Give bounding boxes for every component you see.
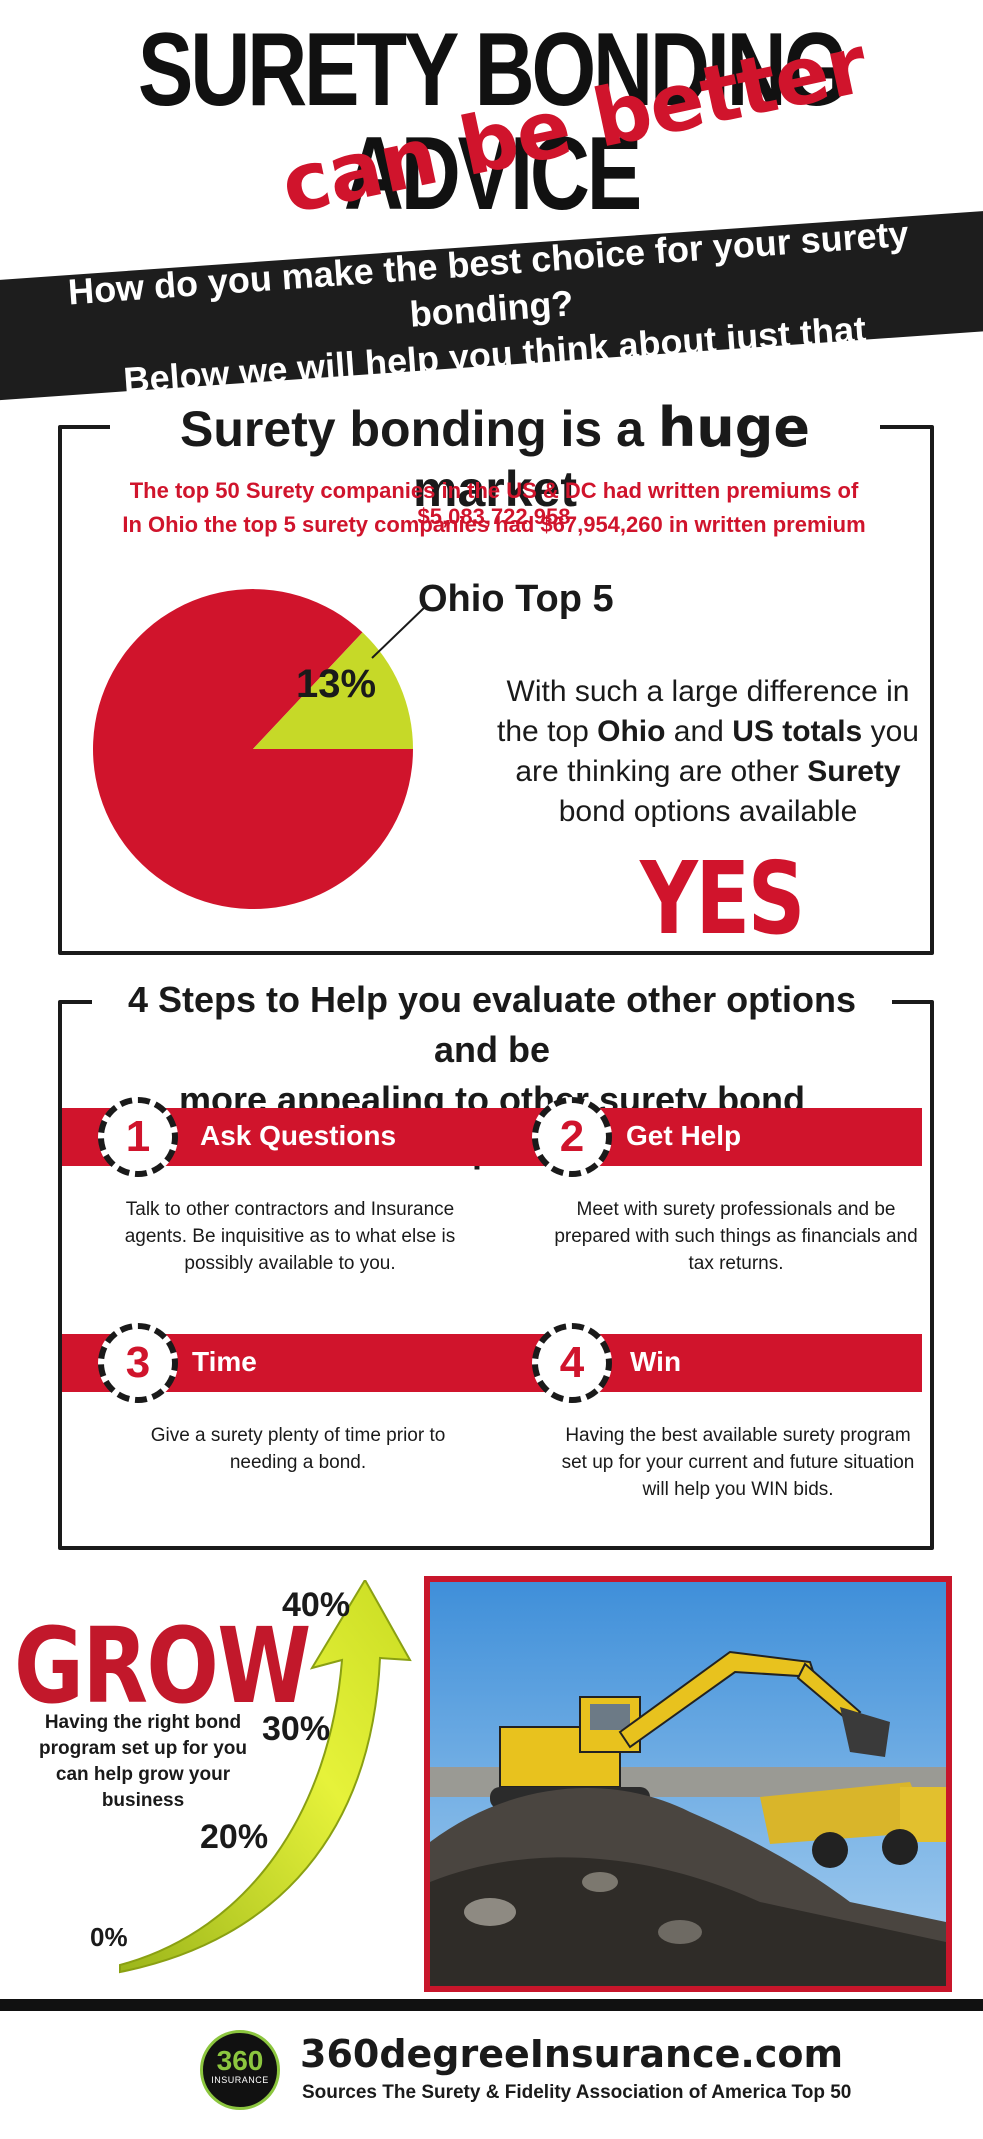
- pie-slice-us: [93, 589, 414, 910]
- growth-level-30: 30%: [262, 1710, 331, 1748]
- market-title-emphasis: huge: [657, 396, 811, 459]
- difference-line-3: are thinking are other Surety: [488, 752, 928, 792]
- step-2-label: Get Help: [626, 1120, 742, 1151]
- step-3-badge: 3: [98, 1323, 178, 1403]
- excavator-illustration: [430, 1582, 946, 1986]
- grow-line: Having the right bond: [44, 1712, 242, 1733]
- stat-ohio-premiums: In Ohio the top 5 surety companies had $…: [122, 512, 866, 537]
- step-2-description: Meet with surety professionals and be pr…: [526, 1196, 946, 1277]
- footer-divider: [0, 1999, 983, 2011]
- step-1-label: Ask Questions: [200, 1120, 397, 1151]
- logo-number: 360: [216, 2045, 264, 2076]
- difference-ohio: Ohio: [597, 715, 666, 748]
- step-4-desc-line: Having the best available surety program: [565, 1425, 911, 1446]
- main-title: SURETY BONDING ADVICE: [137, 12, 848, 232]
- step-2-desc-line: Meet with surety professionals and be: [576, 1199, 896, 1220]
- step-4-badge: 4: [532, 1323, 612, 1403]
- grow-line: program set up for you: [39, 1738, 247, 1759]
- step-2-desc-line: prepared with such things as financials …: [554, 1226, 918, 1247]
- pie-percent-label: 13%: [296, 662, 377, 706]
- steps-row-2-bar: [62, 1334, 922, 1392]
- market-title-part2: market: [413, 461, 577, 517]
- header-banner-text: How do you make the best choice for your…: [0, 206, 983, 412]
- difference-line-4: bond options available: [558, 795, 858, 828]
- step-1-desc-line: possibly available to you.: [184, 1253, 396, 1274]
- difference-line-2: the top Ohio and US totals you: [488, 712, 928, 752]
- difference-and: and: [673, 715, 724, 748]
- market-title-part1: Surety bonding is a: [179, 401, 644, 457]
- step-3-desc-line: needing a bond.: [229, 1452, 367, 1473]
- step-2-desc-line: tax returns.: [688, 1253, 784, 1274]
- sources-credit: Sources The Surety & Fidelity Associatio…: [302, 2082, 852, 2103]
- step-3-desc-line: Give a surety plenty of time prior to: [150, 1425, 446, 1446]
- growth-level-40: 40%: [282, 1586, 351, 1624]
- difference-text: With such a large difference in the top …: [488, 672, 928, 832]
- difference-line-2-a: the top: [497, 715, 589, 748]
- step-1-description: Talk to other contractors and Insurance …: [100, 1196, 480, 1277]
- difference-us-totals: US totals: [732, 715, 863, 748]
- step-4-desc-line: will help you WIN bids.: [642, 1479, 834, 1500]
- excavator-photo: [424, 1576, 952, 1992]
- grow-line: business: [101, 1790, 185, 1811]
- yes-answer: YES: [640, 840, 805, 957]
- step-2-badge: 2: [532, 1097, 612, 1177]
- market-pie-chart: [93, 589, 414, 910]
- grow-line: can help grow your: [55, 1764, 231, 1785]
- grow-description: Having the right bond program set up for…: [18, 1710, 268, 1814]
- difference-line-1: With such a large difference in: [506, 675, 910, 708]
- step-4-desc-line: set up for your current and future situa…: [561, 1452, 915, 1473]
- stat-us-premiums: The top 50 Surety companies in the US & …: [129, 478, 859, 529]
- step-3-description: Give a surety plenty of time prior to ne…: [148, 1422, 448, 1476]
- difference-line-3-a: are thinking are other: [515, 755, 799, 788]
- step-4-description: Having the best available surety program…: [528, 1422, 948, 1503]
- site-name: 360degreeInsurance.com: [300, 2032, 844, 2076]
- steps-title-line-1: 4 Steps to Help you evaluate other optio…: [127, 979, 857, 1070]
- pie-callout-label: Ohio Top 5: [418, 578, 614, 620]
- difference-surety: Surety: [807, 755, 901, 788]
- brand-logo: 360 INSURANCE: [200, 2030, 280, 2110]
- step-1-desc-line: agents. Be inquisitive as to what else i…: [124, 1226, 456, 1247]
- growth-arrow-icon: [119, 1580, 412, 1974]
- pie-callout-line: [371, 605, 427, 659]
- difference-line-2-b: you: [870, 715, 919, 748]
- step-1-desc-line: Talk to other contractors and Insurance: [125, 1199, 455, 1220]
- pie-slice-ohio: [253, 632, 413, 749]
- market-section-title: Surety bonding is a huge market: [110, 398, 880, 519]
- growth-level-0: 0%: [90, 1922, 128, 1952]
- step-1-badge: 1: [98, 1097, 178, 1177]
- step-4-label: Win: [630, 1346, 682, 1377]
- logo-word: INSURANCE: [211, 2075, 269, 2085]
- growth-level-20: 20%: [200, 1818, 269, 1856]
- steps-row-1-bar: [62, 1108, 922, 1166]
- step-3-label: Time: [192, 1346, 257, 1377]
- grow-heading: GROW: [14, 1605, 311, 1727]
